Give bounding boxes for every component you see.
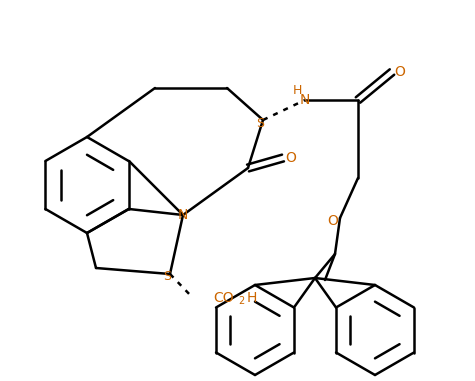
Text: S: S: [256, 117, 264, 130]
Text: O: O: [395, 65, 406, 79]
Text: S: S: [163, 271, 171, 283]
Text: 2: 2: [238, 296, 244, 306]
Text: H: H: [247, 291, 257, 305]
Text: N: N: [300, 93, 310, 107]
Text: O: O: [328, 214, 338, 228]
Text: N: N: [178, 208, 188, 222]
Text: O: O: [285, 151, 296, 165]
Text: CO: CO: [213, 291, 234, 305]
Text: H: H: [292, 83, 302, 96]
